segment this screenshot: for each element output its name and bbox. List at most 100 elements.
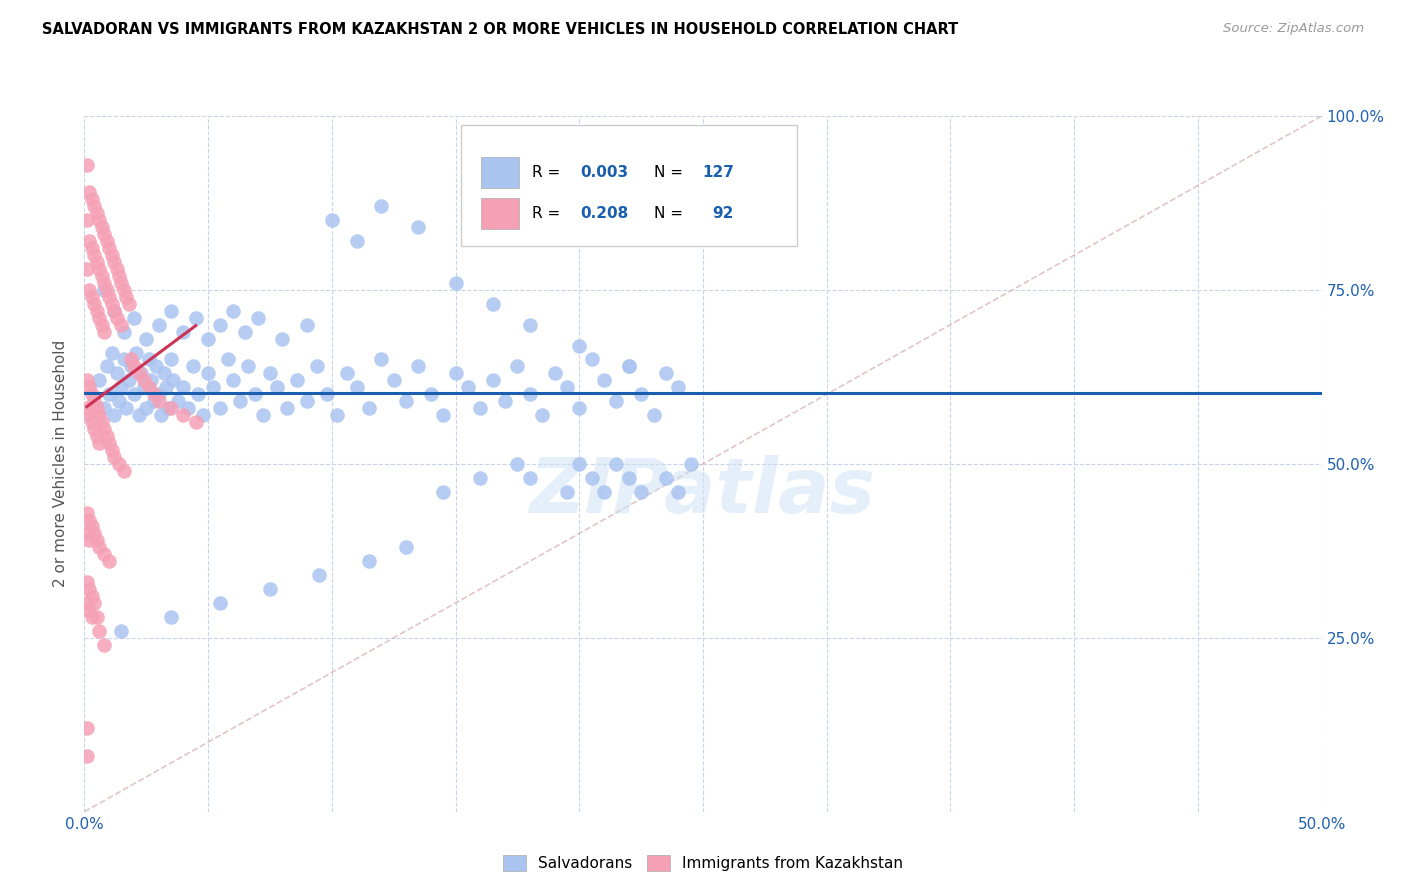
Point	[209, 318, 232, 332]
Point	[370, 352, 392, 367]
Point	[197, 367, 219, 381]
Point	[543, 367, 565, 381]
Point	[76, 401, 98, 416]
Point	[243, 387, 266, 401]
Point	[295, 394, 318, 409]
Point	[122, 359, 145, 374]
Point	[98, 436, 121, 450]
Point	[141, 373, 163, 387]
Point	[172, 325, 194, 339]
Point	[666, 380, 689, 394]
Point	[605, 394, 627, 409]
Point	[120, 352, 142, 367]
Point	[79, 283, 101, 297]
Y-axis label: 2 or more Vehicles in Household: 2 or more Vehicles in Household	[53, 340, 69, 588]
Point	[346, 380, 368, 394]
Point	[630, 484, 652, 499]
Point	[76, 526, 98, 541]
Point	[93, 276, 115, 290]
Point	[80, 193, 103, 207]
Point	[160, 610, 183, 624]
Point	[555, 484, 578, 499]
Text: Source: ZipAtlas.com: Source: ZipAtlas.com	[1223, 22, 1364, 36]
Point	[177, 401, 200, 416]
Point	[76, 749, 98, 764]
Point	[229, 394, 252, 409]
Point	[666, 484, 689, 499]
Text: 92: 92	[713, 206, 734, 221]
Point	[86, 255, 108, 269]
Point	[655, 367, 678, 381]
Point	[79, 512, 101, 526]
Point	[128, 408, 150, 422]
Point	[148, 318, 170, 332]
Point	[96, 283, 118, 297]
Point	[100, 297, 122, 311]
Point	[630, 387, 652, 401]
Point	[128, 367, 150, 381]
Point	[76, 373, 98, 387]
Point	[593, 484, 616, 499]
Point	[336, 367, 359, 381]
Point	[86, 206, 108, 220]
Point	[555, 380, 578, 394]
Point	[145, 359, 167, 374]
Point	[83, 596, 105, 610]
Point	[96, 359, 118, 374]
Point	[129, 367, 152, 381]
Point	[89, 310, 111, 325]
Point	[108, 394, 131, 409]
Point	[444, 276, 467, 290]
Point	[138, 352, 160, 367]
Point	[93, 227, 115, 242]
Point	[103, 450, 125, 464]
Point	[80, 610, 103, 624]
Point	[357, 554, 380, 568]
Point	[617, 471, 640, 485]
Point	[98, 290, 121, 304]
Point	[259, 582, 281, 596]
Point	[581, 352, 603, 367]
Text: N =: N =	[655, 206, 689, 221]
Text: 0.208: 0.208	[581, 206, 628, 221]
Point	[160, 352, 183, 367]
Point	[93, 547, 115, 561]
Point	[315, 387, 337, 401]
Point	[132, 373, 155, 387]
Point	[419, 387, 441, 401]
Point	[122, 310, 145, 325]
Point	[285, 373, 308, 387]
Point	[110, 380, 132, 394]
Point	[209, 401, 232, 416]
Point	[531, 408, 554, 422]
Point	[115, 290, 138, 304]
Point	[98, 554, 121, 568]
Point	[89, 624, 111, 638]
Point	[321, 213, 343, 227]
Point	[105, 310, 128, 325]
Point	[110, 624, 132, 638]
Point	[246, 310, 269, 325]
Point	[108, 268, 131, 283]
Point	[103, 303, 125, 318]
Point	[89, 213, 111, 227]
Point	[506, 359, 529, 374]
Point	[76, 158, 98, 172]
Point	[100, 345, 122, 359]
Point	[252, 408, 274, 422]
Point	[76, 575, 98, 590]
Point	[79, 186, 101, 200]
Point	[122, 387, 145, 401]
Point	[90, 268, 112, 283]
Point	[89, 262, 111, 277]
Point	[125, 345, 148, 359]
Point	[79, 408, 101, 422]
Point	[167, 394, 190, 409]
Point	[152, 367, 174, 381]
Point	[86, 429, 108, 443]
Point	[395, 541, 418, 555]
Point	[115, 401, 138, 416]
Text: R =: R =	[533, 206, 565, 221]
Point	[86, 533, 108, 548]
Point	[83, 199, 105, 213]
